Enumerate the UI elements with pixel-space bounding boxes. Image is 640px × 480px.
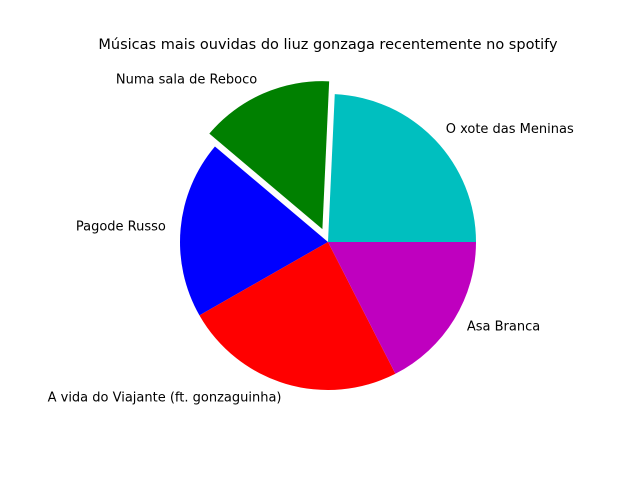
slice-label: O xote das Meninas [446, 122, 574, 137]
pie-slice [209, 81, 330, 230]
chart-title: Músicas mais ouvidas do liuz gonzaga rec… [98, 37, 558, 53]
slice-label: Pagode Russo [76, 220, 166, 235]
pie-slice [328, 242, 476, 374]
slice-label: Asa Branca [467, 319, 540, 334]
pie-slices [179, 81, 476, 391]
pie-slice [199, 242, 396, 391]
pie-slice [179, 146, 328, 316]
pie-slice [328, 94, 476, 242]
pie-labels: O xote das Meninas Numa sala de Reboco Pag… [48, 72, 574, 405]
slice-label: Numa sala de Reboco [116, 72, 257, 87]
slice-label: A vida do Viajante (ft. gonzaguinha) [48, 391, 282, 406]
